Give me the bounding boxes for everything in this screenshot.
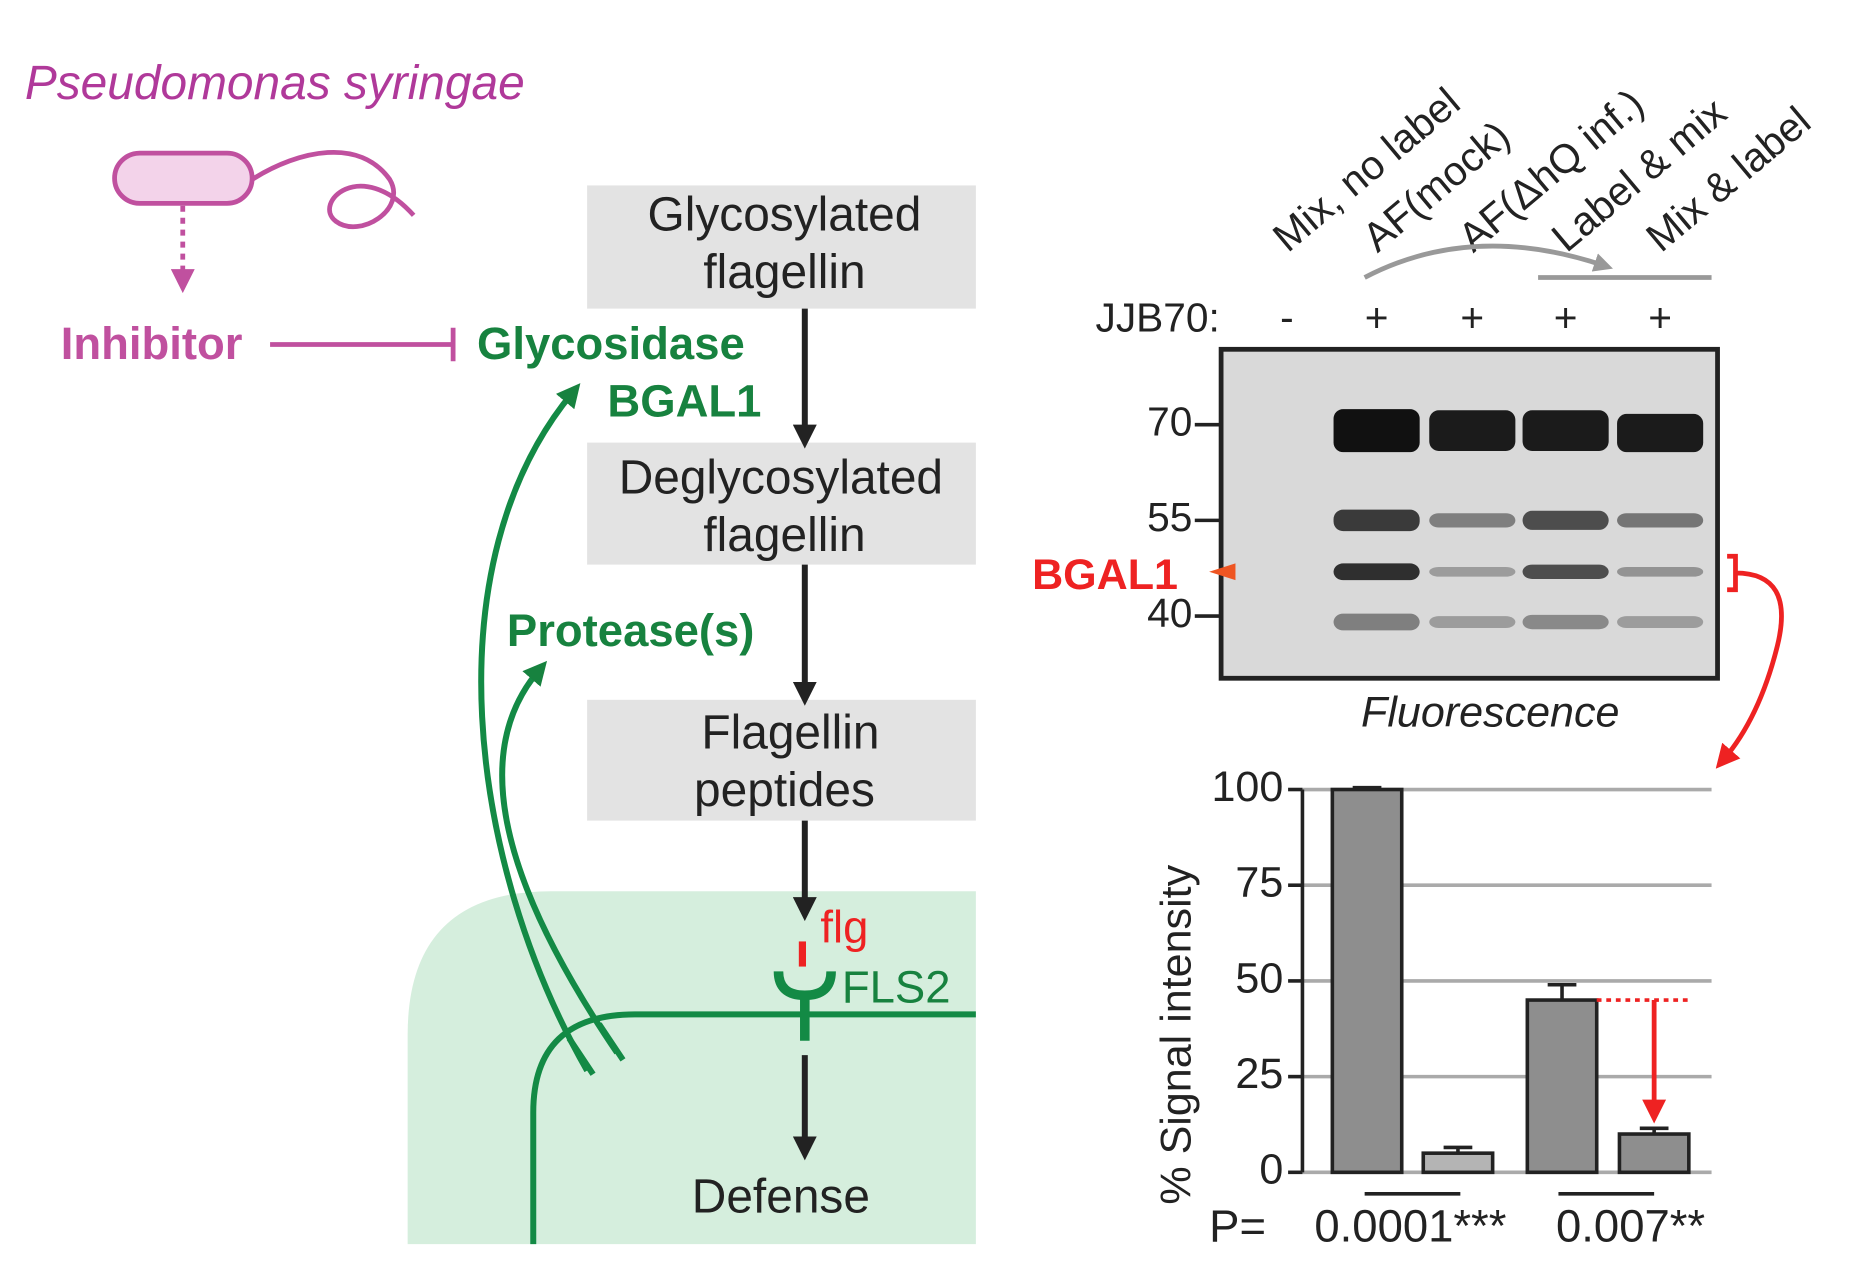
y-tick-label: 100 <box>1211 763 1283 811</box>
protease: Protease(s) <box>507 605 754 656</box>
error-bar <box>1443 1145 1473 1154</box>
box-text: Glycosylated <box>648 188 922 241</box>
receptor-shape <box>773 971 836 1041</box>
bar <box>1525 998 1599 1175</box>
inhibitor: Inhibitor <box>61 318 243 369</box>
y-tick-label: 25 <box>1235 1050 1283 1098</box>
gel-band <box>1617 413 1704 453</box>
gel-band <box>1333 409 1420 453</box>
bar <box>1421 1151 1495 1175</box>
error-bar <box>1547 982 1577 1001</box>
box <box>587 442 976 565</box>
error-bar <box>1639 1126 1669 1135</box>
error-bar <box>1352 785 1382 790</box>
gel-band <box>1333 509 1420 532</box>
probe: JJB70: <box>1095 294 1219 340</box>
lane-sign: - <box>1280 294 1294 340</box>
box <box>587 699 976 821</box>
gel-band <box>1333 613 1420 631</box>
enzyme: Glycosidase <box>477 318 745 369</box>
gel-band <box>1617 616 1704 629</box>
p-value: P= <box>1209 1201 1266 1252</box>
y-tick-label: 75 <box>1235 859 1283 907</box>
lane-sign: + <box>1460 294 1484 340</box>
lane-sign: + <box>1554 294 1578 340</box>
gel-band <box>1333 563 1420 581</box>
gel-band <box>1617 513 1704 528</box>
enzyme: BGAL1 <box>607 375 761 426</box>
gel-band <box>1429 410 1516 451</box>
gel-band <box>1617 567 1704 577</box>
gel-band <box>1429 513 1516 528</box>
box-text: Flagellin <box>701 706 879 759</box>
gel-band <box>1522 510 1609 530</box>
y-axis-label: % Signal intensity <box>1153 864 1201 1204</box>
p-value: 0.0001*** <box>1314 1201 1506 1252</box>
flagellum <box>250 149 416 229</box>
bar <box>1617 1132 1691 1175</box>
quant-arrow <box>1724 553 1784 759</box>
gel-caption: Fluorescence <box>1361 689 1619 737</box>
ligand: flg <box>820 902 868 953</box>
gel-band <box>1522 564 1609 579</box>
bar <box>1330 787 1404 1175</box>
lane-sign: + <box>1648 294 1672 340</box>
bacterium <box>112 150 255 206</box>
inhibition <box>270 327 456 362</box>
secretion-paths <box>478 383 620 1073</box>
gel-band <box>1522 410 1609 451</box>
box <box>587 185 976 309</box>
box-text: Deglycosylated <box>619 452 943 505</box>
p-value: 0.007** <box>1556 1201 1705 1252</box>
band-label: BGAL1 <box>1032 551 1178 599</box>
gel-band <box>1429 616 1516 629</box>
box-text: peptides <box>694 764 875 817</box>
y-tick-label: 50 <box>1235 954 1283 1002</box>
membrane-crossing <box>566 1022 626 1076</box>
receptor: FLS2 <box>842 961 951 1012</box>
y-tick-label: 0 <box>1259 1146 1283 1194</box>
marker-label: 55 <box>1147 494 1192 540</box>
box-text: flagellin <box>703 246 865 299</box>
organism: Pseudomonas syringae <box>25 57 525 110</box>
membrane <box>530 1011 976 1245</box>
marker-label: 40 <box>1147 590 1192 636</box>
outcome: Defense <box>692 1170 870 1223</box>
box-text: flagellin <box>703 509 865 562</box>
mix-arrow <box>1363 243 1613 280</box>
gel-band <box>1429 567 1516 577</box>
gel-band <box>1522 614 1609 630</box>
lane-sign: + <box>1365 294 1389 340</box>
band-pointer <box>1209 563 1236 581</box>
marker-label: 70 <box>1147 398 1192 444</box>
